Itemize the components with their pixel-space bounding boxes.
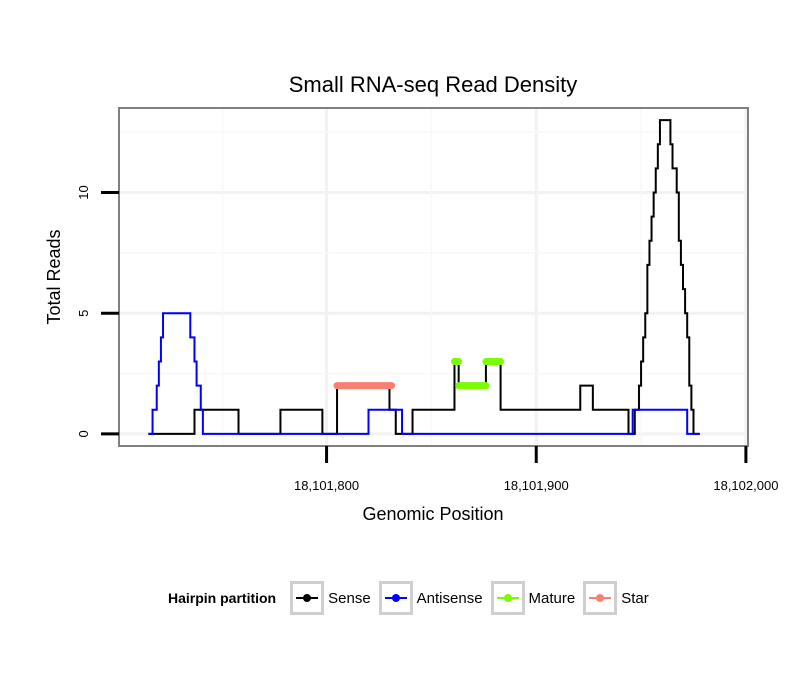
- x-tick-label: 18,101,800: [294, 478, 359, 493]
- legend-item-antisense[interactable]: Antisense: [378, 581, 485, 615]
- legend-label-mature: Mature: [528, 589, 576, 607]
- grid-layer: [119, 108, 748, 446]
- y-tick-label: 5: [76, 310, 91, 317]
- x-tick-label: 18,101,900: [504, 478, 569, 493]
- axis-layer: 18,101,800 18,101,900 18,102,000 0 5 10: [76, 185, 778, 493]
- y-axis-title: Total Reads: [44, 229, 64, 324]
- legend-key-star: [583, 581, 618, 615]
- legend-key-antisense: [378, 581, 413, 615]
- legend-label-sense: Sense: [328, 589, 371, 607]
- legend-key-mature: [490, 581, 525, 615]
- legend-label-star: Star: [621, 589, 649, 607]
- x-axis-title: Genomic Position: [362, 504, 503, 524]
- legend: Hairpin partition Sense Antisense Mature…: [168, 578, 657, 618]
- x-tick-label: 18,102,000: [713, 478, 778, 493]
- legend-key-sense: [290, 581, 325, 615]
- y-tick-label: 10: [76, 185, 91, 199]
- chart-title: Small RNA-seq Read Density: [289, 72, 578, 97]
- legend-item-sense[interactable]: Sense: [290, 581, 373, 615]
- y-tick-label: 0: [76, 430, 91, 437]
- legend-title: Hairpin partition: [168, 590, 277, 606]
- legend-item-star[interactable]: Star: [583, 581, 651, 615]
- series-layer: [148, 119, 700, 435]
- series-line-antisense: [148, 312, 700, 435]
- plot-panel: [119, 108, 748, 446]
- plot-border: [118, 107, 749, 447]
- legend-label-antisense: Antisense: [416, 589, 483, 607]
- legend-item-mature[interactable]: Mature: [490, 581, 578, 615]
